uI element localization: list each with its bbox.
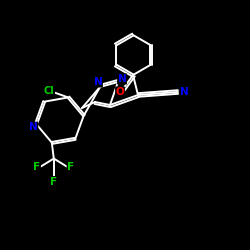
Text: F: F — [67, 162, 74, 172]
Text: N: N — [118, 74, 126, 84]
Text: Cl: Cl — [44, 86, 54, 97]
Text: F: F — [33, 162, 40, 172]
Text: N: N — [180, 87, 188, 97]
Text: F: F — [50, 176, 57, 186]
Text: N: N — [29, 122, 38, 132]
Text: O: O — [116, 87, 124, 97]
Text: N: N — [94, 77, 102, 87]
